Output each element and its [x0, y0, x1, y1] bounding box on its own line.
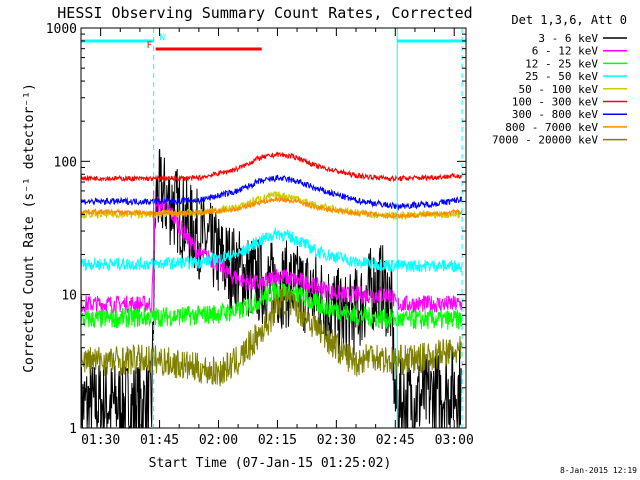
x-tick-label-2: 01:45 — [140, 433, 179, 448]
legend-label-5: 50 - 100 keV — [519, 83, 599, 96]
y-tick-label-4: 1000 — [46, 22, 77, 37]
series-line-2 — [80, 196, 463, 315]
plot-frame — [80, 27, 467, 429]
x-axis-label: Start Time (07-Jan-15 01:25:02) — [149, 456, 392, 471]
legend-label-9: 7000 - 20000 keV — [492, 134, 598, 147]
series-line-9 — [80, 287, 463, 387]
series-line-1 — [80, 148, 463, 430]
series-line-6 — [80, 151, 463, 183]
y-tick-label-3: 100 — [54, 155, 77, 170]
series-line-8 — [80, 196, 463, 220]
legend-label-2: 6 - 12 keV — [532, 45, 599, 58]
legend-label-1: 3 - 6 keV — [538, 32, 598, 45]
legend-label-7: 300 - 800 keV — [512, 108, 598, 121]
legend-title: Det 1,3,6, Att 0 — [511, 13, 627, 27]
legend-label-4: 25 - 50 keV — [525, 70, 598, 83]
x-tick-label-6: 02:45 — [376, 433, 415, 448]
x-tick-label-1: 01:30 — [81, 433, 120, 448]
x-tick-label-3: 02:00 — [199, 433, 238, 448]
y-tick-label-1: 1 — [69, 422, 77, 437]
timestamp: 8-Jan-2015 12:19 — [560, 466, 637, 475]
legend-label-3: 12 - 25 keV — [525, 57, 598, 70]
y-axis-label: Corrected Count Rate (s⁻¹ detector⁻¹) — [22, 83, 37, 373]
legend-label-8: 800 - 7000 keV — [505, 121, 598, 134]
x-tick-label-7: 03:00 — [435, 433, 474, 448]
legend-label-6: 100 - 300 keV — [512, 96, 598, 109]
x-tick-label-4: 02:15 — [258, 433, 297, 448]
flag-label-N: N — [160, 33, 165, 43]
series-line-3 — [80, 281, 463, 330]
chart-title: HESSI Observing Summary Count Rates, Cor… — [57, 4, 472, 22]
x-tick-label-5: 02:30 — [317, 433, 356, 448]
series-line-7 — [80, 174, 463, 211]
flag-label-F: F — [147, 41, 152, 51]
y-tick-label-2: 10 — [61, 289, 77, 304]
series-line-4 — [80, 227, 463, 273]
